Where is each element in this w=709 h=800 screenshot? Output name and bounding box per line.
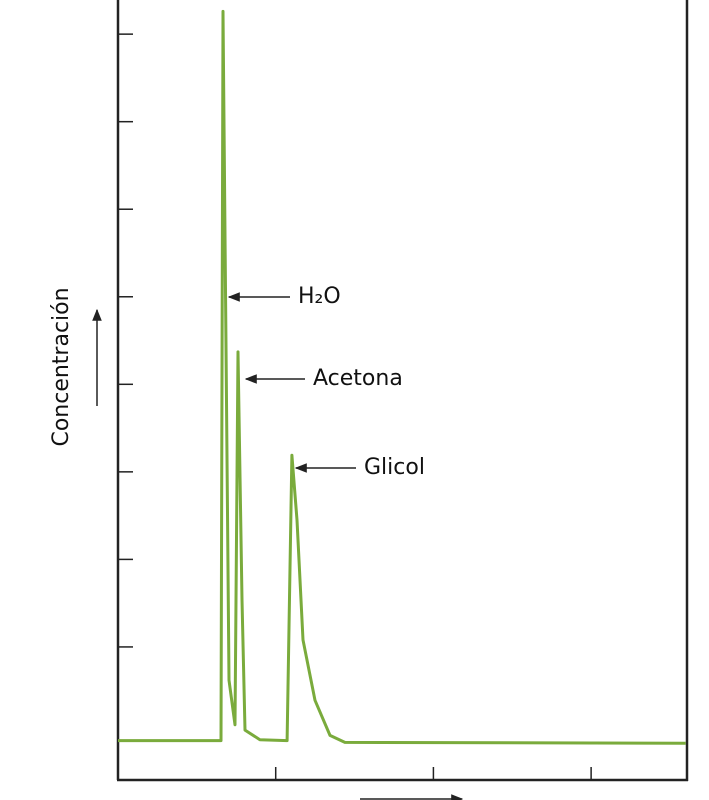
chromatogram-line — [118, 9, 686, 745]
y-axis-label: Concentración — [49, 287, 74, 446]
annotation: H₂O — [298, 284, 341, 309]
annotation: Glicol — [364, 455, 425, 480]
annotation: Acetona — [313, 366, 403, 391]
